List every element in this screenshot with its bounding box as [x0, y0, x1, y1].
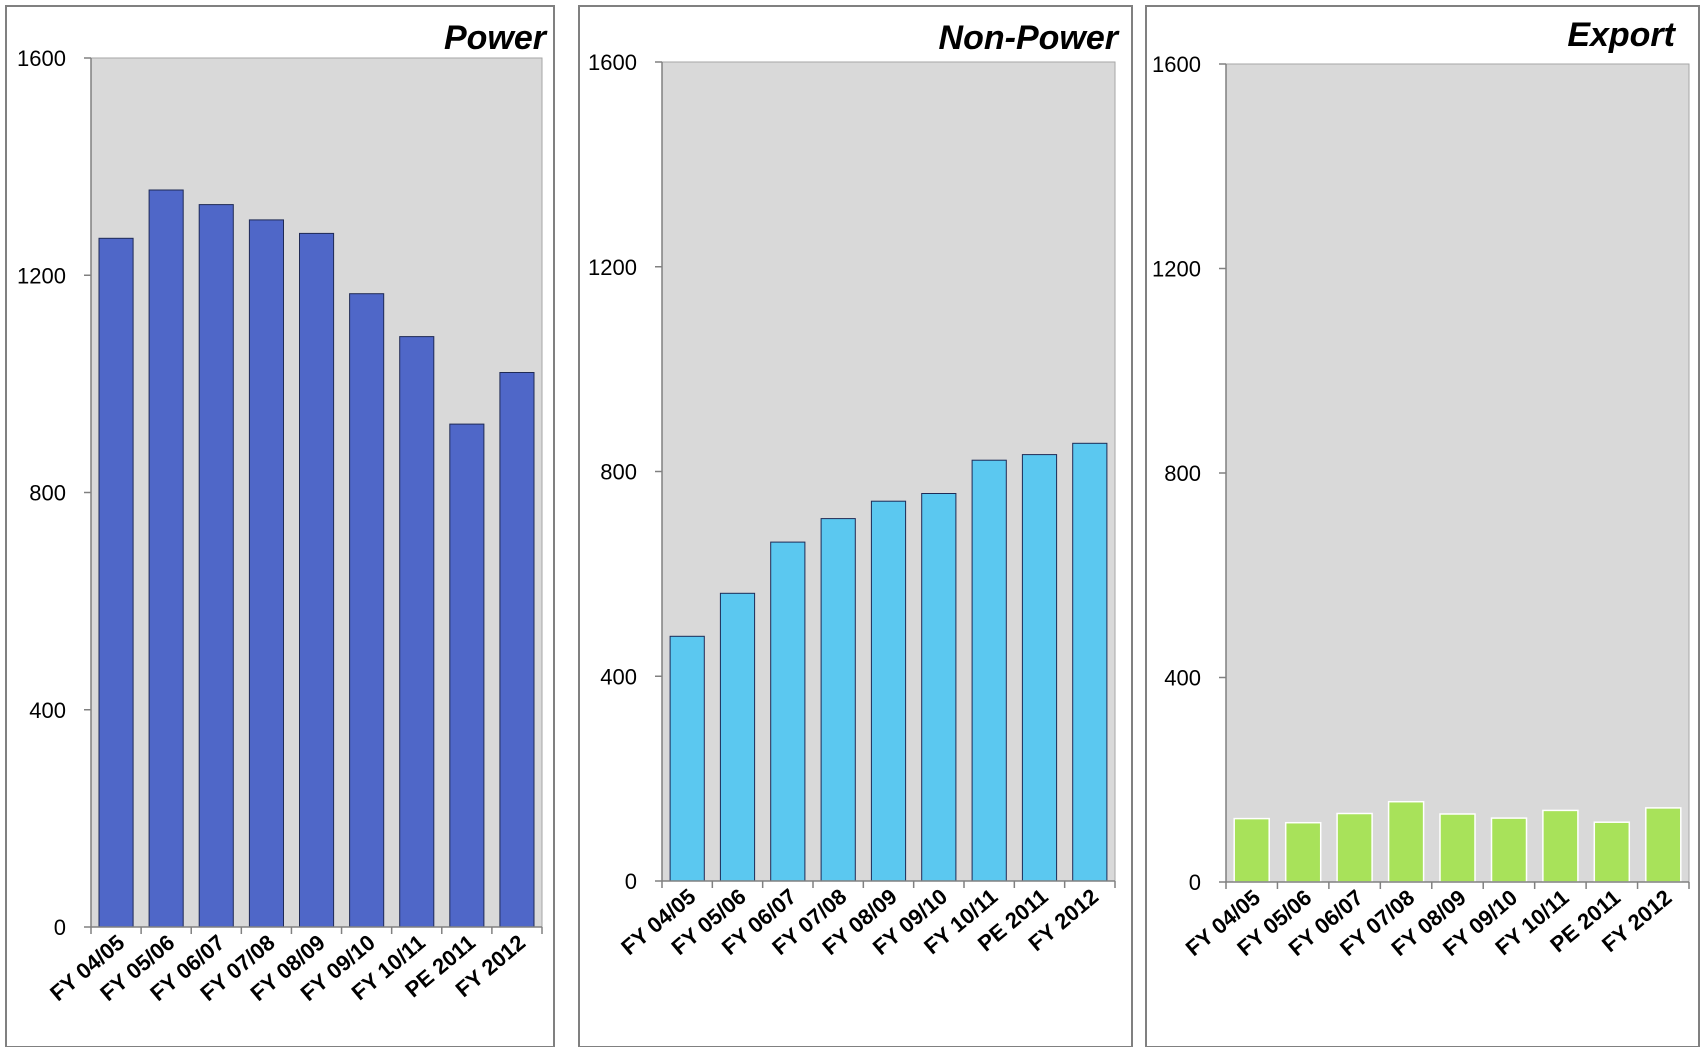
bar-7	[399, 336, 435, 928]
chart-title: Power	[444, 19, 548, 57]
bar-8	[1593, 821, 1631, 883]
y-tick-label: 1200	[588, 255, 637, 280]
y-tick-label: 800	[29, 481, 66, 506]
bar-5	[870, 500, 907, 882]
bar-2	[719, 592, 756, 882]
bar-2	[1284, 821, 1322, 883]
bar-4	[1387, 800, 1425, 883]
bar-group	[669, 442, 1108, 882]
y-tick-label: 0	[54, 915, 66, 940]
y-tick-label: 800	[600, 460, 637, 485]
y-tick-label: 0	[625, 869, 637, 894]
bar-5	[299, 232, 335, 928]
bar-8	[449, 423, 485, 928]
bar-6	[349, 293, 385, 928]
y-tick-label: 400	[29, 698, 66, 723]
bar-4	[820, 518, 856, 882]
bar-1	[1233, 817, 1270, 883]
bar-group	[1233, 800, 1682, 883]
y-tick-label: 1600	[588, 50, 637, 75]
bar-group	[98, 189, 535, 928]
bar-1	[98, 237, 134, 928]
y-tick-label: 0	[1189, 870, 1201, 895]
y-tick-label: 400	[1164, 666, 1201, 691]
bar-9	[499, 372, 535, 928]
bar-2	[148, 189, 184, 928]
chart-title: Export	[1567, 16, 1676, 54]
bar-9	[1645, 807, 1682, 883]
bar-8	[1021, 454, 1058, 882]
chart-title: Non-Power	[939, 19, 1120, 57]
bar-9	[1072, 442, 1108, 882]
bar-6	[1490, 817, 1528, 883]
y-tick-label: 1200	[1152, 257, 1201, 282]
bar-3	[1336, 812, 1373, 883]
y-tick-label: 400	[600, 664, 637, 689]
bar-3	[770, 541, 806, 882]
y-tick-label: 1600	[17, 46, 66, 71]
bar-7	[971, 459, 1007, 882]
bar-4	[248, 219, 284, 928]
bar-6	[921, 493, 957, 882]
y-tick-label: 1600	[1152, 52, 1201, 77]
bar-7	[1542, 809, 1579, 883]
plot-area	[1225, 63, 1690, 883]
y-tick-label: 1200	[17, 263, 66, 288]
bar-1	[669, 635, 705, 882]
bar-3	[198, 204, 234, 928]
y-tick-label: 800	[1164, 461, 1201, 486]
bar-5	[1439, 813, 1476, 883]
